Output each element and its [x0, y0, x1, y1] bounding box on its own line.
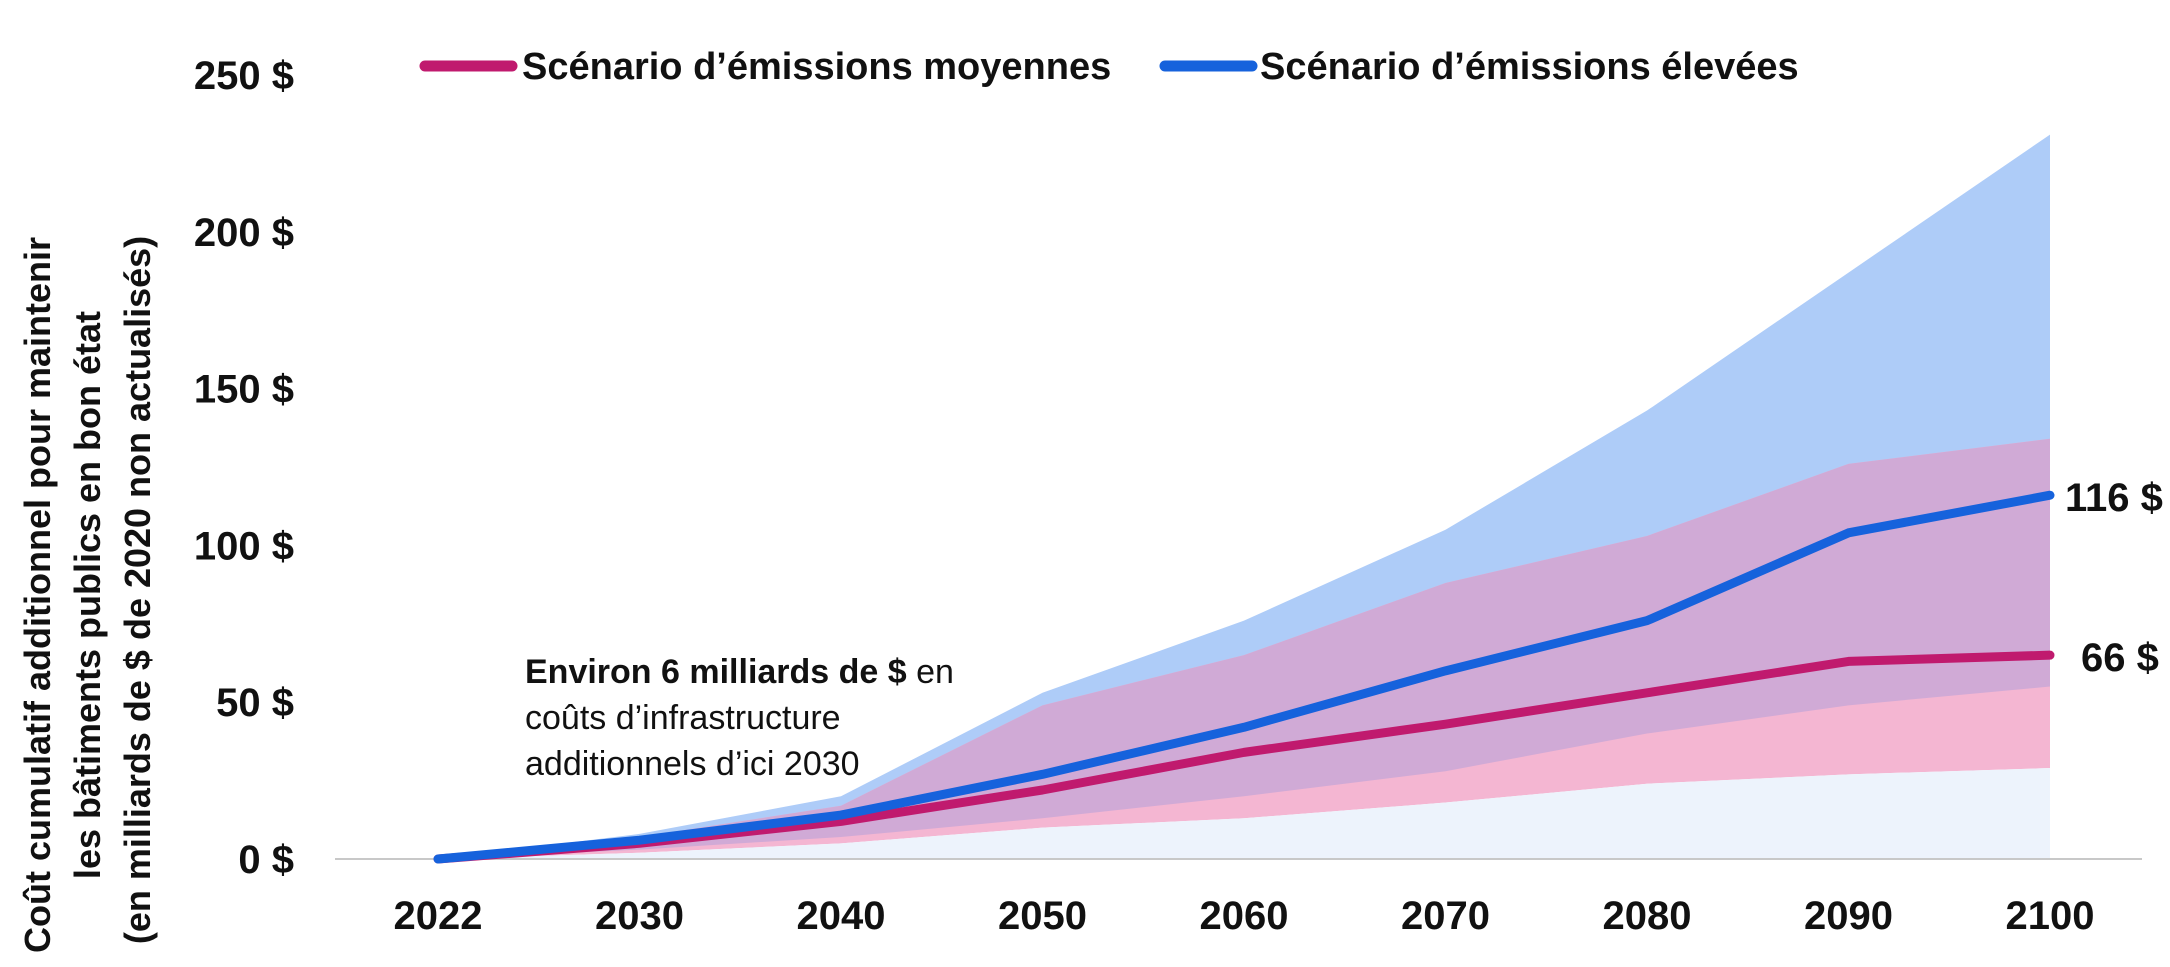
- series-lines: [433, 490, 2055, 864]
- annotation-bold: Environ 6 milliards de $: [525, 653, 907, 691]
- y-tick-label-200: 200 $: [194, 211, 294, 255]
- annotation: Environ 6 milliards de $ en coûts d’infr…: [525, 653, 963, 783]
- band-overlap: [438, 438, 2050, 859]
- x-tick-label-2040: 2040: [797, 894, 886, 938]
- x-tick-label-2030: 2030: [595, 894, 684, 938]
- x-tick-label-2050: 2050: [998, 894, 1087, 938]
- x-tick-label-2100: 2100: [2006, 894, 2095, 938]
- annotation-line-3: additionnels d’ici 2030: [525, 745, 860, 783]
- y-tick-label-50: 50 $: [216, 681, 294, 725]
- end-label-high: 116 $: [2065, 476, 2163, 520]
- y-axis-title-line-3: (en milliards de $ de 2020 non actualisé…: [117, 236, 158, 944]
- y-tick-label-0: 0 $: [238, 838, 294, 882]
- y-tick-label-100: 100 $: [194, 524, 294, 568]
- legend-label-medium: Scénario d’émissions moyennes: [522, 46, 1111, 88]
- y-tick-label-150: 150 $: [194, 368, 294, 412]
- x-tick-label-2070: 2070: [1401, 894, 1490, 938]
- band-base: [438, 768, 2050, 859]
- legend: Scénario d’émissions moyennes Scénario d…: [419, 46, 1799, 88]
- x-tick-label-2022: 2022: [394, 894, 483, 938]
- y-tick-label-250: 250 $: [194, 54, 294, 98]
- y-axis-title: Coût cumulatif additionnel pour mainteni…: [17, 227, 158, 953]
- x-tick-label-2080: 2080: [1603, 894, 1692, 938]
- annotation-rest: en: [907, 653, 954, 691]
- y-axis-title-line-1: Coût cumulatif additionnel pour mainteni…: [17, 237, 58, 953]
- x-tick-label-2060: 2060: [1200, 894, 1289, 938]
- y-axis-title-line-2: les bâtiments publics en bon état: [67, 311, 108, 879]
- x-axis-ticks: 2022 2030 2040 2050 2060 2070 2080 2090 2100: [394, 894, 2095, 938]
- annotation-line-2: coûts d’infrastructure: [525, 699, 841, 737]
- end-label-medium: 66 $: [2081, 636, 2159, 680]
- legend-label-high: Scénario d’émissions élevées: [1260, 46, 1799, 88]
- uncertainty-bands: [438, 134, 2050, 860]
- x-tick-label-2090: 2090: [1804, 894, 1893, 938]
- y-axis-ticks: 0 $ 50 $ 100 $ 150 $ 200 $ 250 $: [194, 54, 294, 882]
